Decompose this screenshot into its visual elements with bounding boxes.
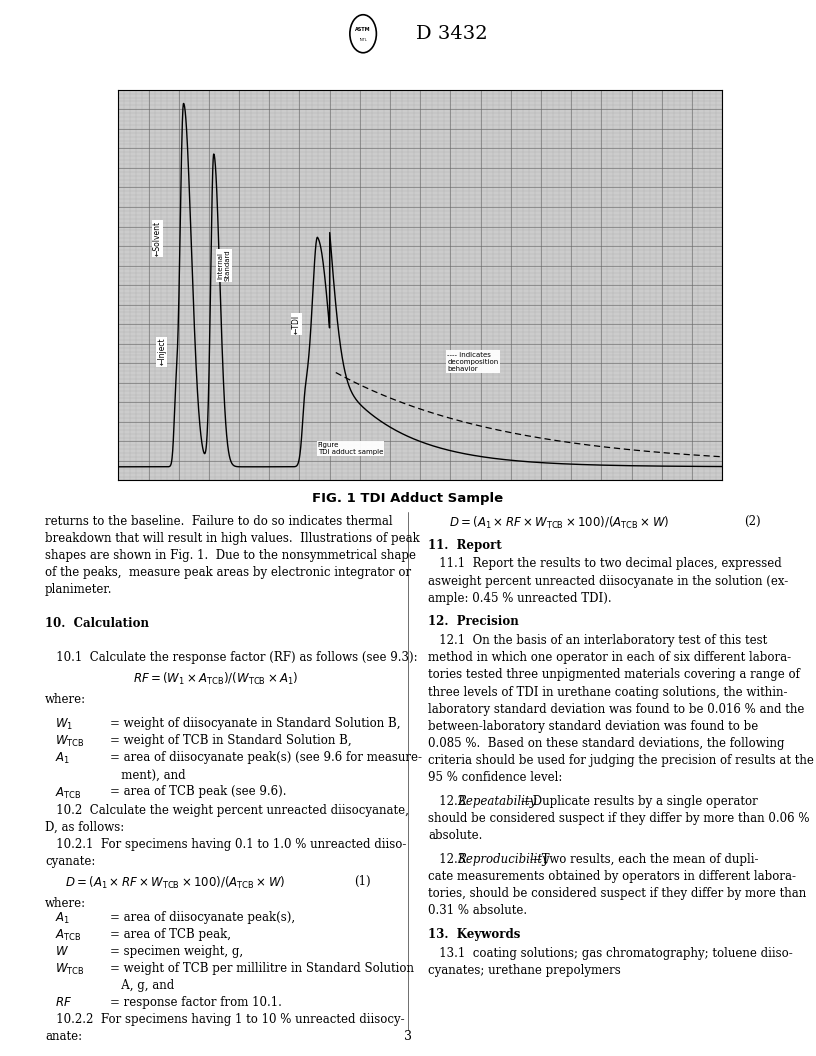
- Text: 12.1  On the basis of an interlaboratory test of this test: 12.1 On the basis of an interlaboratory …: [428, 635, 768, 647]
- Text: tories tested three unpigmented materials covering a range of: tories tested three unpigmented material…: [428, 668, 800, 681]
- Text: = specimen weight, g,: = specimen weight, g,: [110, 945, 243, 958]
- Text: $RF = (W_1 \times A_{\rm TCB})/(W_{\rm TCB} \times A_1)$: $RF = (W_1 \times A_{\rm TCB})/(W_{\rm T…: [134, 671, 299, 687]
- Text: 0.31 % absolute.: 0.31 % absolute.: [428, 904, 527, 917]
- Text: ample: 0.45 % unreacted TDI).: ample: 0.45 % unreacted TDI).: [428, 591, 612, 605]
- Text: criteria should be used for judging the precision of results at the: criteria should be used for judging the …: [428, 754, 814, 767]
- Text: = weight of diisocyanate in Standard Solution B,: = weight of diisocyanate in Standard Sol…: [110, 717, 401, 730]
- Text: ←Solvent: ←Solvent: [153, 221, 162, 256]
- Text: 95 % confidence level:: 95 % confidence level:: [428, 771, 563, 784]
- Text: 10.2.2  For specimens having 1 to 10 % unreacted diisocy-: 10.2.2 For specimens having 1 to 10 % un…: [45, 1014, 405, 1026]
- Text: ←Inject: ←Inject: [157, 338, 166, 365]
- Text: = response factor from 10.1.: = response factor from 10.1.: [110, 996, 282, 1010]
- Text: shapes are shown in Fig. 1.  Due to the nonsymmetrical shape: shapes are shown in Fig. 1. Due to the n…: [45, 549, 416, 562]
- Text: 12.2: 12.2: [428, 795, 469, 808]
- Text: $W$: $W$: [55, 945, 69, 958]
- Text: should be considered suspect if they differ by more than 0.06 %: should be considered suspect if they dif…: [428, 812, 810, 825]
- Text: FIG. 1 TDI Adduct Sample: FIG. 1 TDI Adduct Sample: [313, 492, 503, 505]
- Text: D 3432: D 3432: [416, 24, 488, 42]
- Text: method in which one operator in each of six different labora-: method in which one operator in each of …: [428, 652, 792, 664]
- Text: where:: where:: [45, 693, 86, 706]
- Text: 13.1  coating solutions; gas chromatography; toluene diiso-: 13.1 coating solutions; gas chromatograp…: [428, 947, 793, 960]
- Text: $A_{\rm TCB}$: $A_{\rm TCB}$: [55, 928, 82, 943]
- Text: $A_1$: $A_1$: [55, 751, 70, 767]
- Text: 10.1  Calculate the response factor (RF) as follows (see 9.3):: 10.1 Calculate the response factor (RF) …: [45, 652, 418, 664]
- Text: 10.2.1  For specimens having 0.1 to 1.0 % unreacted diiso-: 10.2.1 For specimens having 0.1 to 1.0 %…: [45, 838, 406, 851]
- Text: INTL: INTL: [359, 38, 367, 42]
- Text: where:: where:: [45, 898, 86, 910]
- Text: asweight percent unreacted diisocyanate in the solution (ex-: asweight percent unreacted diisocyanate …: [428, 574, 788, 587]
- Text: = area of TCB peak,: = area of TCB peak,: [110, 928, 231, 941]
- Text: = area of TCB peak (see 9.6).: = area of TCB peak (see 9.6).: [110, 786, 286, 798]
- Text: —Two results, each the mean of dupli-: —Two results, each the mean of dupli-: [530, 853, 758, 866]
- Text: 3: 3: [404, 1031, 412, 1043]
- Text: returns to the baseline.  Failure to do so indicates thermal: returns to the baseline. Failure to do s…: [45, 514, 392, 528]
- Text: $W_1$: $W_1$: [55, 717, 73, 732]
- Text: Figure
TDI adduct sample: Figure TDI adduct sample: [317, 442, 383, 455]
- Text: of the peaks,  measure peak areas by electronic integrator or: of the peaks, measure peak areas by elec…: [45, 566, 411, 579]
- Text: $D = (A_1 \times RF \times W_{\rm TCB} \times 100)/(A_{\rm TCB} \times W)$: $D = (A_1 \times RF \times W_{\rm TCB} \…: [449, 514, 669, 531]
- Text: 10.  Calculation: 10. Calculation: [45, 617, 149, 630]
- Text: laboratory standard deviation was found to be 0.016 % and the: laboratory standard deviation was found …: [428, 702, 805, 716]
- Text: cate measurements obtained by operators in different labora-: cate measurements obtained by operators …: [428, 870, 796, 883]
- Text: absolute.: absolute.: [428, 829, 483, 842]
- Text: (2): (2): [744, 514, 761, 528]
- Text: ←TDI: ←TDI: [292, 315, 301, 334]
- Text: anate:: anate:: [45, 1031, 82, 1043]
- Text: cyanates; urethane prepolymers: cyanates; urethane prepolymers: [428, 964, 621, 977]
- Text: A, g, and: A, g, and: [110, 979, 175, 992]
- Text: Repeatability: Repeatability: [458, 795, 537, 808]
- Text: 10.2  Calculate the weight percent unreacted diisocyanate,: 10.2 Calculate the weight percent unreac…: [45, 804, 409, 817]
- Text: between-laboratory standard deviation was found to be: between-laboratory standard deviation wa…: [428, 719, 759, 733]
- Text: $RF$: $RF$: [55, 996, 73, 1010]
- Text: 11.1  Report the results to two decimal places, expressed: 11.1 Report the results to two decimal p…: [428, 558, 783, 570]
- Text: = weight of TCB in Standard Solution B,: = weight of TCB in Standard Solution B,: [110, 734, 352, 748]
- Text: 12.3: 12.3: [428, 853, 469, 866]
- Text: Internal
Standard: Internal Standard: [218, 250, 230, 281]
- Text: —Duplicate results by a single operator: —Duplicate results by a single operator: [521, 795, 758, 808]
- Text: $D = (A_1 \times RF \times W_{\rm TCB} \times 100)/(A_{\rm TCB} \times W)$: $D = (A_1 \times RF \times W_{\rm TCB} \…: [65, 875, 286, 891]
- Text: = weight of TCB per millilitre in Standard Solution: = weight of TCB per millilitre in Standa…: [110, 962, 414, 975]
- Text: 12.  Precision: 12. Precision: [428, 616, 519, 628]
- Text: 11.  Report: 11. Report: [428, 539, 502, 551]
- Text: 0.085 %.  Based on these standard deviations, the following: 0.085 %. Based on these standard deviati…: [428, 737, 785, 750]
- Text: breakdown that will result in high values.  Illustrations of peak: breakdown that will result in high value…: [45, 532, 419, 545]
- Text: = area of diisocyanate peak(s),: = area of diisocyanate peak(s),: [110, 910, 295, 924]
- Text: cyanate:: cyanate:: [45, 855, 95, 868]
- Text: ASTM: ASTM: [355, 27, 371, 32]
- Text: D, as follows:: D, as follows:: [45, 822, 124, 834]
- Text: ---- indicates
decomposition
behavior: ---- indicates decomposition behavior: [447, 352, 499, 372]
- Text: Reproducibility: Reproducibility: [458, 853, 549, 866]
- Text: planimeter.: planimeter.: [45, 583, 113, 596]
- Text: tories, should be considered suspect if they differ by more than: tories, should be considered suspect if …: [428, 887, 807, 900]
- Text: $W_{\rm TCB}$: $W_{\rm TCB}$: [55, 962, 85, 977]
- Text: (1): (1): [354, 875, 370, 888]
- Text: $A_1$: $A_1$: [55, 910, 70, 926]
- Text: = area of diisocyanate peak(s) (see 9.6 for measure-: = area of diisocyanate peak(s) (see 9.6 …: [110, 751, 422, 765]
- Text: three levels of TDI in urethane coating solutions, the within-: three levels of TDI in urethane coating …: [428, 685, 788, 698]
- Text: $A_{\rm TCB}$: $A_{\rm TCB}$: [55, 786, 82, 800]
- Text: ment), and: ment), and: [110, 769, 185, 781]
- Text: $W_{\rm TCB}$: $W_{\rm TCB}$: [55, 734, 85, 750]
- Text: 13.  Keywords: 13. Keywords: [428, 928, 521, 941]
